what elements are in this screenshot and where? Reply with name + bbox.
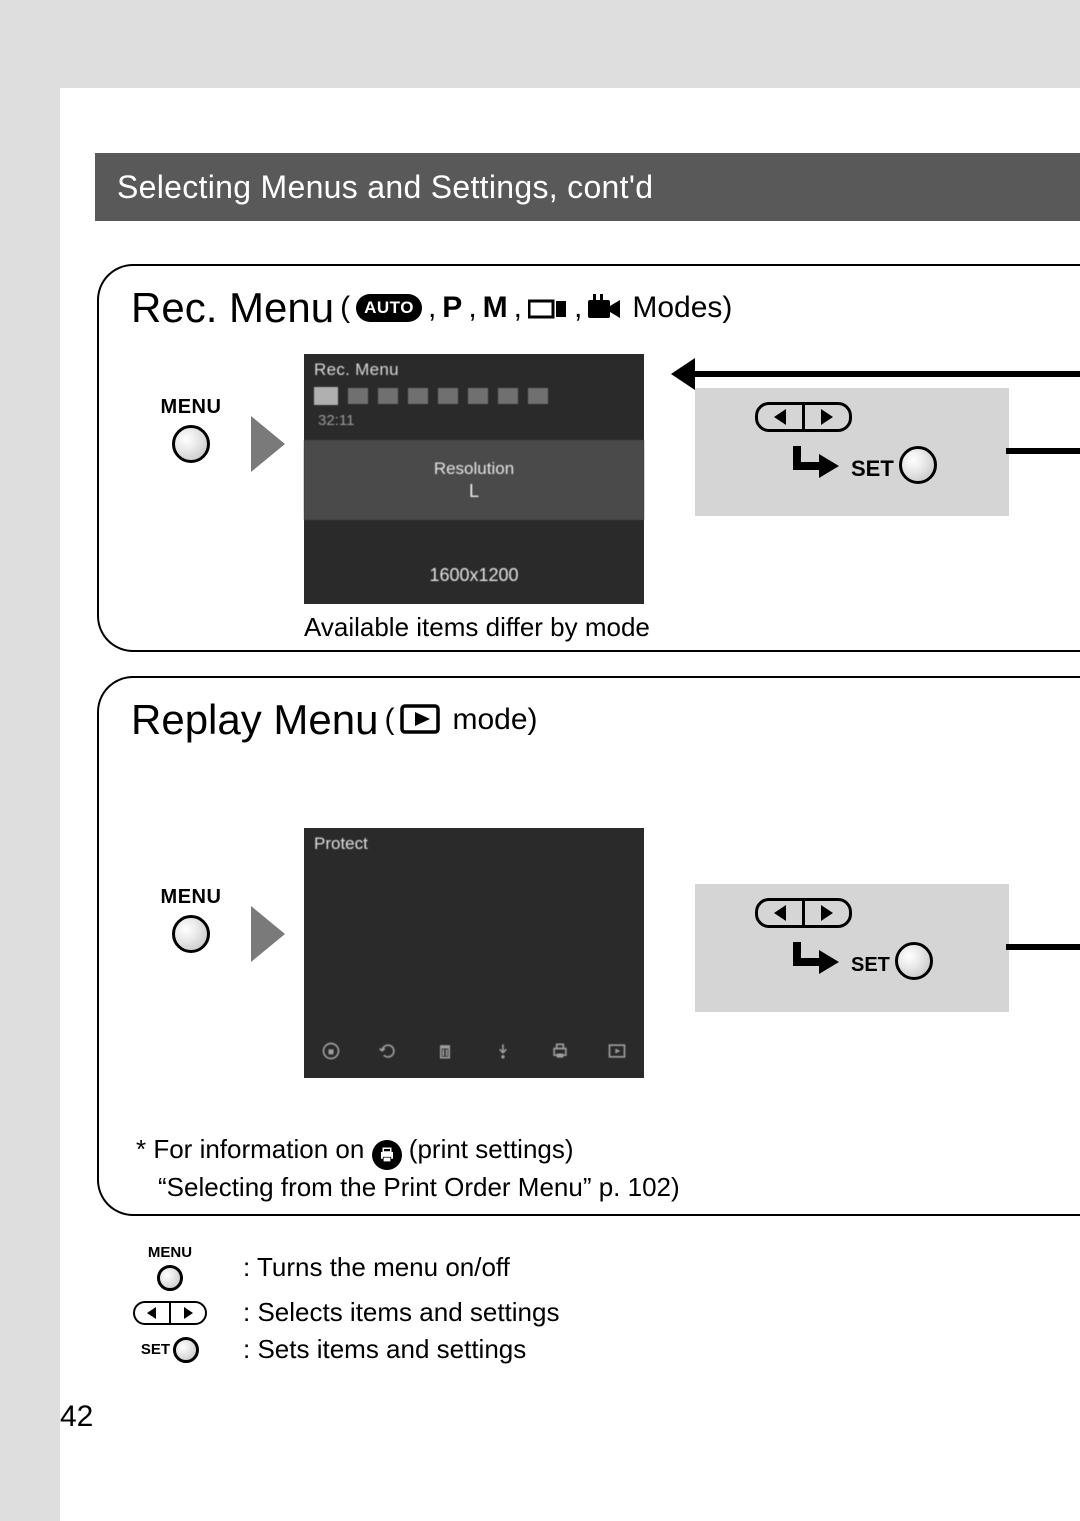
menu-button-2[interactable] (172, 915, 210, 953)
side-connector-2 (1006, 944, 1080, 950)
set-label-1: SET (851, 456, 894, 482)
auto-mode-pill: AUTO (356, 294, 422, 322)
replay-slideshow-icon (490, 1040, 516, 1062)
movie-icon (588, 284, 622, 332)
panorama-icon (528, 284, 568, 332)
lcd-rec-band-label: Resolution (434, 459, 514, 479)
lcd-screen-replay: Protect (304, 828, 644, 1078)
legend-set-label: SET (141, 1341, 170, 1358)
legend-menu-icon: MENU (115, 1244, 225, 1291)
lcd-replay-icons (318, 1040, 630, 1062)
footnote-pre: * For information on (136, 1134, 372, 1164)
replay-menu-title: Replay Menu ( mode) (131, 696, 538, 744)
page-number: 42 (60, 1400, 93, 1434)
rec-menu-title: Rec. Menu ( AUTO , P , M , , Modes) (131, 284, 732, 332)
nav-box-1: SET (695, 388, 1009, 516)
lcd-rec-title: Rec. Menu (314, 360, 399, 380)
section-title: Selecting Menus and Settings, cont'd (117, 169, 653, 206)
triangle-left-icon-2 (774, 905, 786, 921)
lcd-rec-icon-row (314, 384, 634, 408)
left-button-1[interactable] (758, 405, 802, 429)
replay-title-open: ( (384, 703, 394, 737)
legend-triangle-right (184, 1307, 193, 1319)
menu-label-1: MENU (141, 396, 241, 419)
rec-caption: Available items differ by mode (304, 612, 650, 643)
replay-menu-title-main: Replay Menu (131, 696, 378, 744)
side-connector-1 (1006, 448, 1080, 454)
rec-menu-title-main: Rec. Menu (131, 284, 334, 332)
set-button-2[interactable] (895, 942, 933, 980)
replay-lock-icon (318, 1040, 344, 1062)
lcd-rec-band: Resolution L (304, 440, 644, 520)
page: Selecting Menus and Settings, cont'd Rec… (60, 88, 1080, 1521)
set-label-2: SET (851, 954, 890, 977)
footnote-line1: * For information on (print settings) (136, 1132, 680, 1170)
replay-play-icon (604, 1040, 630, 1062)
right-button-1[interactable] (805, 405, 849, 429)
title-open-paren: ( (340, 291, 350, 325)
playback-icon (400, 696, 440, 744)
footnote-post: (print settings) (409, 1134, 574, 1164)
lcd-replay-title: Protect (314, 834, 368, 854)
print-settings-icon (372, 1140, 402, 1170)
lcd-rec-sec: 32:11 (318, 412, 354, 429)
legend-row-arrows: : Selects items and settings (115, 1297, 559, 1328)
mode-sep-2: , (468, 291, 476, 325)
replay-erase-icon (432, 1040, 458, 1062)
triangle-right-icon (821, 409, 833, 425)
legend-text-2: : Selects items and settings (243, 1297, 559, 1328)
flow-arrow-head-1 (671, 358, 695, 390)
legend-text-1: : Turns the menu on/off (243, 1252, 510, 1283)
mode-p: P (442, 291, 462, 325)
menu-button-block-2: MENU (141, 886, 241, 953)
left-button-2[interactable] (758, 901, 802, 925)
menu-button-block-1: MENU (141, 396, 241, 463)
enter-arrow-icon-2 (791, 940, 841, 985)
replay-menu-panel: Replay Menu ( mode) MENU Protect (97, 676, 1080, 1216)
replay-rotate-icon (375, 1040, 401, 1062)
nav-box-2: SET (695, 884, 1009, 1012)
legend-capsule (133, 1301, 208, 1325)
left-right-control-2[interactable] (755, 898, 852, 928)
flow-arrow-line-1 (695, 371, 1080, 377)
menu-label-2: MENU (141, 886, 241, 909)
triangle-left-icon (774, 409, 786, 425)
legend-row-set: SET : Sets items and settings (115, 1334, 559, 1365)
footnote: * For information on (print settings) “S… (136, 1132, 680, 1205)
legend-row-menu: MENU : Turns the menu on/off (115, 1244, 559, 1291)
mode-sep-1: , (428, 291, 436, 325)
menu-button-1[interactable] (172, 425, 210, 463)
left-right-control-1[interactable] (755, 402, 852, 432)
mode-m: M (483, 291, 508, 325)
replay-print-icon (547, 1040, 573, 1062)
lcd-screen-rec: Rec. Menu 32:11 Resolution L 1600x1200 (304, 354, 644, 604)
mode-sep-3: , (514, 291, 522, 325)
legend-set-icon: SET (115, 1337, 225, 1363)
legend-triangle-left (147, 1307, 156, 1319)
set-button-1[interactable] (899, 446, 937, 484)
right-button-2[interactable] (805, 901, 849, 925)
footnote-line2: “Selecting from the Print Order Menu” p.… (136, 1170, 680, 1205)
legend: MENU : Turns the menu on/off : Selects i… (115, 1244, 559, 1371)
triangle-right-icon-2 (821, 905, 833, 921)
title-tail: Modes) (632, 291, 732, 325)
lcd-rec-band-value: L (469, 481, 479, 502)
legend-set-button (173, 1337, 199, 1363)
legend-menu-button (157, 1265, 183, 1291)
lcd-rec-bottom: 1600x1200 (304, 565, 644, 586)
mode-sep-4: , (574, 291, 582, 325)
legend-menu-label: MENU (148, 1244, 192, 1261)
section-header: Selecting Menus and Settings, cont'd (95, 153, 1080, 221)
replay-title-tail: mode) (452, 703, 537, 737)
enter-arrow-icon-1 (791, 444, 841, 489)
legend-text-3: : Sets items and settings (243, 1334, 526, 1365)
arrow-right-icon-2 (251, 906, 285, 962)
arrow-right-icon-1 (251, 416, 285, 472)
rec-menu-panel: Rec. Menu ( AUTO , P , M , , Modes) MENU… (97, 264, 1080, 652)
legend-arrows-icon (115, 1301, 225, 1325)
